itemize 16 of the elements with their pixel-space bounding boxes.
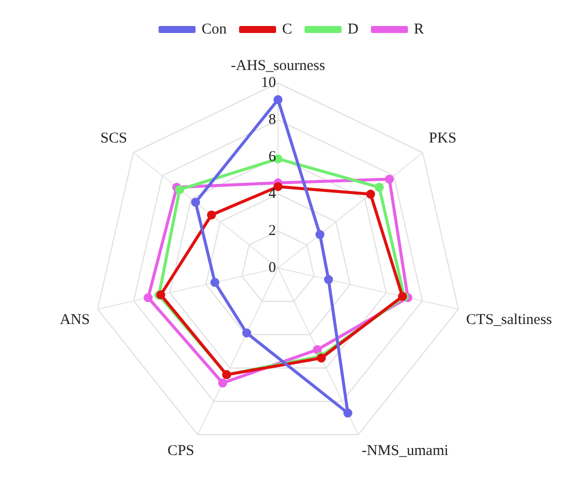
spoke-label: CTS_saltiness (466, 312, 552, 328)
spoke-label: SCS (100, 130, 128, 147)
legend-label: C (282, 21, 292, 38)
spoke-label: -NMS_umami (362, 442, 448, 459)
spoke-label: ANS (60, 312, 90, 328)
spoke-label: PKS (428, 130, 456, 147)
legend-label: Con (202, 21, 228, 38)
y-tick-label: 2 (268, 222, 276, 239)
y-tick-label: 4 (268, 186, 276, 202)
legend-label: R (414, 21, 424, 38)
y-tick-label: 8 (268, 112, 276, 128)
y-tick-label: 0 (268, 260, 276, 276)
spoke-label: -AHS_sourness (230, 58, 326, 74)
legend-label: D (348, 21, 359, 38)
spoke-label: CPS (168, 442, 194, 459)
y-tick-label: 10 (261, 74, 276, 91)
